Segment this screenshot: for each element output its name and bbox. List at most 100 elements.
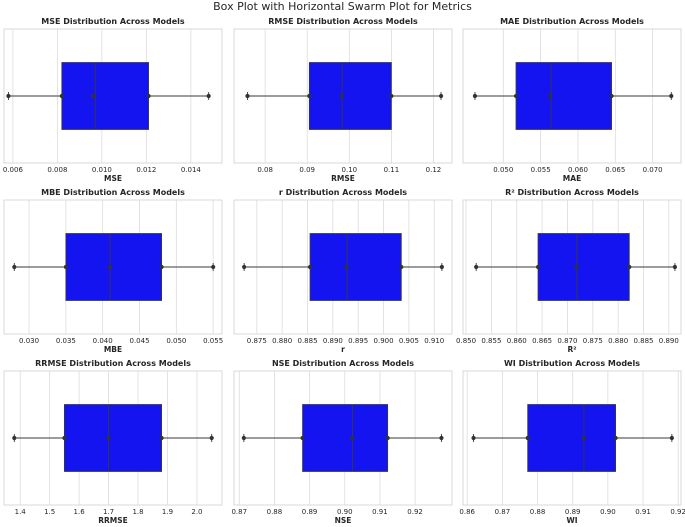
swarm-point [669,435,674,441]
x-tick-label: 0.870 [557,337,577,345]
panel-4: r Distribution Across Models 0.875 0.880 0.… [233,188,453,354]
x-tick-label: 0.880 [608,337,628,345]
swarm-point [62,435,67,441]
swarm-point [242,264,247,270]
x-tick-label: 1.7 [103,508,114,516]
x-tick-label: 0.900 [374,337,394,345]
panel-1: RMSE Distribution Across Models 0.08 0.09 0… [233,17,453,183]
swarm-point [609,93,614,99]
x-tick-label: 0.890 [659,337,679,345]
swarm-point [6,93,11,99]
figure-suptitle: Box Plot with Horizontal Swarm Plot for … [213,0,472,13]
iqr-box [515,62,612,130]
swarm-point [535,264,541,270]
panel-2: MAE Distribution Across Models 0.050 0.055… [462,17,682,183]
x-tick-label: 0.035 [56,337,76,345]
x-tick-label: 0.905 [399,337,419,345]
x-tick-label: 0.055 [203,337,223,345]
x-tick-label: 1.9 [162,508,173,516]
x-axis-label: MAE [563,174,581,183]
x-tick-label: 0.910 [424,337,444,345]
swarm-point [245,93,250,99]
x-axis-label: MSE [104,174,122,183]
x-tick-label: 1.4 [15,508,27,516]
x-tick-label: 0.860 [507,337,527,345]
panel-title: RRMSE Distribution Across Models [35,359,191,368]
x-tick-label: 0.91 [372,508,388,516]
panel-title: MSE Distribution Across Models [41,17,185,26]
swarm-point [439,435,444,441]
iqr-box [302,404,389,472]
swarm-point [307,93,312,99]
x-tick-label: 0.88 [267,508,283,516]
swarm-point [300,435,305,441]
swarm-point [146,93,151,99]
x-axis-label: RRMSE [98,516,128,525]
swarm-point [63,264,68,270]
x-tick-label: 0.006 [3,166,24,174]
x-tick-label: 1.6 [74,508,86,516]
swarm-point [574,264,579,270]
panel-title: NSE Distribution Across Models [272,359,414,368]
swarm-point [471,435,476,441]
swarm-point [672,264,678,270]
swarm-point [159,264,164,270]
x-tick-label: 0.11 [384,166,400,174]
swarm-point [669,93,674,99]
swarm-point [525,435,530,441]
x-tick-label: 0.040 [93,337,113,345]
iqr-box [61,62,149,130]
x-tick-label: 0.030 [19,337,39,345]
x-axis-label: NSE [335,516,352,525]
swarm-point [159,435,164,441]
x-tick-label: 0.92 [407,508,423,516]
x-axis-label: WI [566,516,577,525]
panel-7: NSE Distribution Across Models 0.87 0.88 0.… [231,359,453,525]
x-axis-label: r [341,345,345,354]
x-tick-label: 0.010 [92,166,112,174]
x-tick-label: 0.09 [299,166,315,174]
swarm-point [350,435,355,441]
swarm-point [106,435,111,441]
x-tick-label: 0.08 [257,166,273,174]
swarm-point [581,435,586,441]
x-tick-label: 0.070 [643,166,663,174]
x-tick-label: 0.86 [459,508,475,516]
x-tick-label: 0.87 [231,508,247,516]
x-tick-label: 0.885 [297,337,317,345]
swarm-point [548,93,553,99]
x-tick-label: 0.10 [342,166,358,174]
swarm-point [344,264,349,270]
x-tick-label: 0.875 [247,337,267,345]
swarm-point [209,435,214,441]
x-tick-label: 0.012 [136,166,156,174]
swarm-point [12,264,17,270]
iqr-box [309,233,402,301]
x-tick-label: 0.885 [633,337,653,345]
panel-title: RMSE Distribution Across Models [268,17,418,26]
x-tick-label: 0.92 [670,508,685,516]
x-axis-label: RMSE [331,174,355,183]
swarm-point [241,435,246,441]
x-tick-label: 2.0 [191,508,202,516]
x-tick-label: 0.89 [565,508,581,516]
x-tick-label: 0.865 [532,337,552,345]
x-tick-label: 0.050 [493,166,513,174]
swarm-point [385,435,390,441]
x-tick-label: 0.890 [323,337,343,345]
iqr-box [527,404,617,472]
swarm-point [339,93,344,99]
x-tick-label: 0.008 [47,166,67,174]
x-axis-label: R² [567,345,576,354]
panel-0: MSE Distribution Across Models 0.006 0.008… [3,17,223,183]
panel-title: WI Distribution Across Models [504,359,640,368]
x-tick-label: 0.850 [456,337,476,345]
x-tick-label: 0.880 [272,337,292,345]
iqr-box [537,233,630,301]
x-tick-label: 0.060 [568,166,588,174]
x-tick-label: 1.5 [44,508,55,516]
panel-title: R² Distribution Across Models [505,188,639,197]
swarm-point [389,93,394,99]
swarm-point [613,435,618,441]
